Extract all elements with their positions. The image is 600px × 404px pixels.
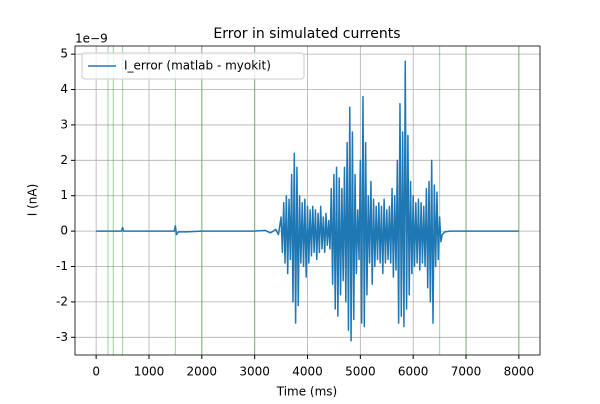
- y-tick-label: 3: [60, 117, 68, 131]
- y-tick-label: -3: [56, 330, 68, 344]
- x-tick-label: 7000: [451, 365, 482, 379]
- y-tick-label: 1: [60, 188, 68, 202]
- x-tick-label: 5000: [345, 365, 376, 379]
- y-tick-label: -1: [56, 259, 68, 273]
- x-tick-label: 4000: [292, 365, 323, 379]
- x-axis-label: Time (ms): [276, 385, 338, 399]
- legend-label: I_error (matlab - myokit): [124, 59, 271, 73]
- data-line: [96, 60, 519, 342]
- legend-box: [81, 52, 305, 80]
- y-tick-label: 0: [60, 224, 68, 238]
- y-tick-label: 5: [60, 47, 68, 61]
- chart-title: Error in simulated currents: [213, 26, 400, 42]
- x-tick-label: 0: [92, 365, 100, 379]
- y-offset-label: 1e−9: [75, 32, 108, 46]
- y-tick-label: 4: [60, 82, 68, 96]
- y-tick-label: -2: [56, 294, 68, 308]
- x-tick-label: 1000: [134, 365, 165, 379]
- x-tick-label: 2000: [187, 365, 218, 379]
- x-tick-label: 3000: [239, 365, 270, 379]
- x-tick-label: 8000: [504, 365, 535, 379]
- y-axis-label: I (nA): [26, 184, 40, 217]
- axes-frame: [74, 45, 541, 356]
- y-tick-label: 2: [60, 153, 68, 167]
- x-tick-label: 6000: [398, 365, 429, 379]
